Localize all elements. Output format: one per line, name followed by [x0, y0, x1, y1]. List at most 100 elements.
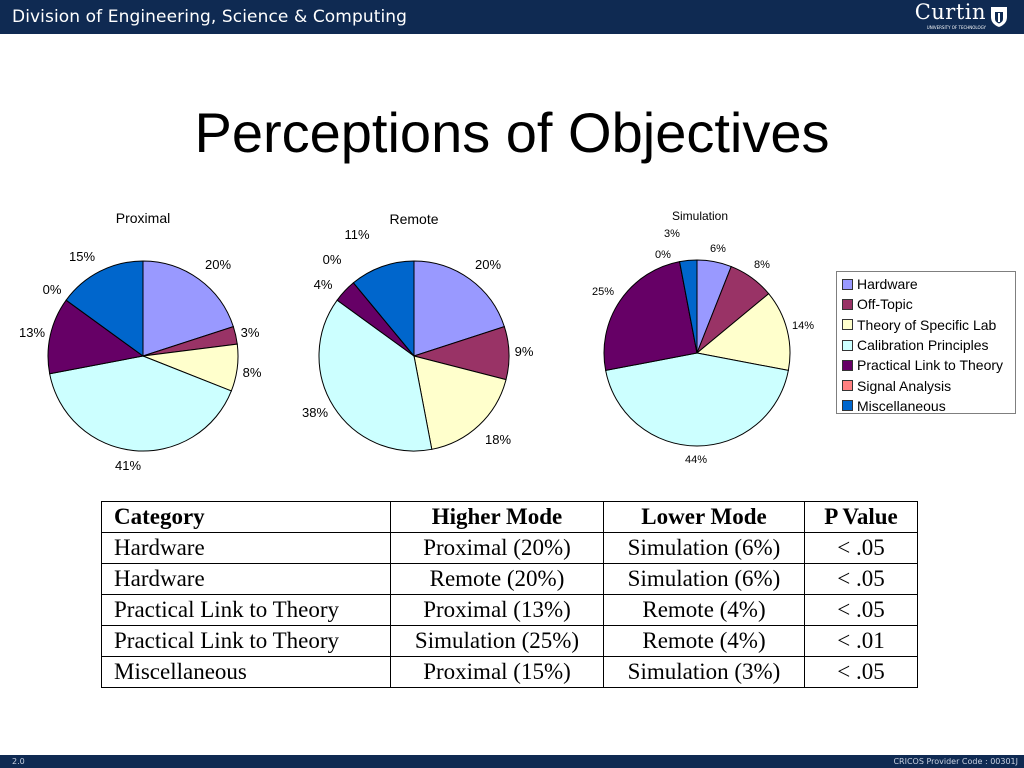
table-body: Hardware Proximal (20%) Simulation (6%) < .… — [101, 532, 918, 688]
legend-label: Practical Link to Theory — [857, 357, 1004, 374]
legend-swatch — [842, 298, 853, 310]
logo-wordmark: Curtin — [914, 0, 986, 24]
slide-title: Perceptions of Objectives — [194, 101, 830, 164]
data-label: 0% — [323, 252, 342, 267]
data-label: 11% — [344, 227, 369, 242]
pie-slice — [142, 260, 234, 357]
data-label: 8% — [243, 365, 262, 380]
pie-slice — [603, 261, 698, 372]
column-header: P Value — [804, 501, 918, 533]
data-label: 44% — [685, 454, 707, 466]
legend-swatch — [842, 380, 853, 392]
legend-item: Calibration Principles — [842, 335, 1015, 355]
pie-chart-simulation: Simulation 6% 8% 14% 44% 25% 0% 3% — [592, 209, 814, 466]
table-cell: Miscellaneous — [101, 656, 391, 688]
legend-label: Miscellaneous — [857, 397, 946, 414]
table-cell: Proximal (13%) — [390, 594, 604, 626]
legend-item: Signal Analysis — [842, 375, 1015, 395]
data-label: 13% — [19, 325, 45, 340]
table-cell: Hardware — [101, 532, 391, 564]
pie-slice — [318, 299, 433, 452]
chart-title: Proximal — [116, 210, 170, 226]
pie-slice — [47, 299, 145, 375]
legend-item: Off-Topic — [842, 294, 1015, 314]
column-header: Higher Mode — [390, 501, 604, 533]
pie-slice — [352, 260, 415, 358]
data-label: 3% — [664, 228, 680, 240]
legend-item: Theory of Specific Lab — [842, 315, 1015, 335]
table-cell: < .05 — [804, 563, 918, 595]
pie-slice — [695, 293, 791, 372]
pie-slice — [413, 260, 505, 357]
table-cell: Remote (20%) — [390, 563, 604, 595]
data-label: 41% — [115, 458, 141, 473]
table-cell: Proximal (15%) — [390, 656, 604, 688]
division-title: Division of Engineering, Science & Compu… — [12, 7, 408, 27]
table-cell: Hardware — [101, 563, 391, 595]
legend-item: Hardware — [842, 274, 1015, 294]
header-bar: Division of Engineering, Science & Compu… — [0, 0, 1024, 34]
data-label: 14% — [792, 320, 814, 332]
table-cell: Practical Link to Theory — [101, 594, 391, 626]
table-row: Practical Link to Theory Proximal (13%) Re… — [101, 594, 918, 626]
table-header-row: Category Higher Mode Lower Mode P Value — [101, 501, 918, 533]
column-header: Lower Mode — [603, 501, 805, 533]
table-cell: Proximal (20%) — [390, 532, 604, 564]
data-label: 25% — [592, 286, 614, 298]
table-cell: Practical Link to Theory — [101, 625, 391, 657]
data-label: 6% — [710, 243, 726, 255]
data-label: 9% — [515, 344, 534, 359]
results-table: Category Higher Mode Lower Mode P Value Har… — [101, 501, 918, 688]
legend-label: Hardware — [857, 276, 918, 293]
legend-swatch — [842, 359, 853, 371]
legend-label: Calibration Principles — [857, 337, 989, 354]
chart-title: Simulation — [672, 209, 728, 223]
legend-item: Miscellaneous — [842, 396, 1015, 416]
table-cell: Simulation (6%) — [603, 563, 805, 595]
table-row: Miscellaneous Proximal (15%) Simulation (3… — [101, 656, 918, 688]
table-cell: Remote (4%) — [603, 594, 805, 626]
data-label: 4% — [314, 277, 333, 292]
pie-charts: Proximal 20% 3% 8% 41% 13% 0% 15% Remote 20% 9% 18%… — [19, 209, 814, 473]
cricos-code: CRICOS Provider Code : 00301J — [893, 757, 1018, 766]
table-cell: Simulation (3%) — [603, 656, 805, 688]
shield-icon — [991, 7, 1007, 27]
pie-slice — [605, 352, 789, 447]
pie-slice — [413, 355, 507, 450]
chart-legend: Hardware Off-Topic Theory of Specific Lab C… — [836, 271, 1016, 414]
data-label: 38% — [302, 405, 328, 420]
data-label: 8% — [754, 259, 770, 271]
table-cell: < .05 — [804, 532, 918, 564]
legend-swatch — [842, 278, 853, 290]
chart-title: Remote — [389, 211, 438, 227]
slide-number: 2.0 — [12, 757, 25, 766]
column-header: Category — [101, 501, 391, 533]
legend-label: Off-Topic — [857, 296, 913, 313]
pie-slice — [49, 355, 232, 452]
data-label: 18% — [485, 432, 511, 447]
table-cell: < .05 — [804, 594, 918, 626]
data-label: 15% — [69, 249, 95, 264]
pie-chart-proximal: Proximal 20% 3% 8% 41% 13% 0% 15% — [19, 210, 262, 473]
pie-chart-remote: Remote 20% 9% 18% 38% 4% 0%11% — [302, 211, 534, 452]
footer-bar: 2.0 CRICOS Provider Code : 00301J — [0, 755, 1024, 768]
table-row: Hardware Proximal (20%) Simulation (6%) < .… — [101, 532, 918, 564]
table-row: Practical Link to Theory Simulation (25%)… — [101, 625, 918, 657]
table-cell: Simulation (25%) — [390, 625, 604, 657]
table-cell: < .05 — [804, 656, 918, 688]
legend-swatch — [842, 339, 853, 351]
data-label: 20% — [205, 257, 231, 272]
logo-subtext: UNIVERSITY OF TECHNOLOGY — [926, 25, 986, 30]
table-row: Hardware Remote (20%) Simulation (6%) < .05 — [101, 563, 918, 595]
legend-swatch — [842, 400, 853, 412]
pie-slice — [678, 259, 698, 354]
legend-label: Theory of Specific Lab — [857, 316, 997, 333]
data-label: 0% — [43, 282, 62, 297]
legend-label: Signal Analysis — [857, 377, 952, 394]
table-cell: Simulation (6%) — [603, 532, 805, 564]
legend-item: Practical Link to Theory — [842, 355, 1015, 375]
pie-slice — [65, 260, 144, 357]
data-label: 20% — [475, 257, 501, 272]
table-cell: < .01 — [804, 625, 918, 657]
data-label: 0% — [655, 249, 671, 261]
